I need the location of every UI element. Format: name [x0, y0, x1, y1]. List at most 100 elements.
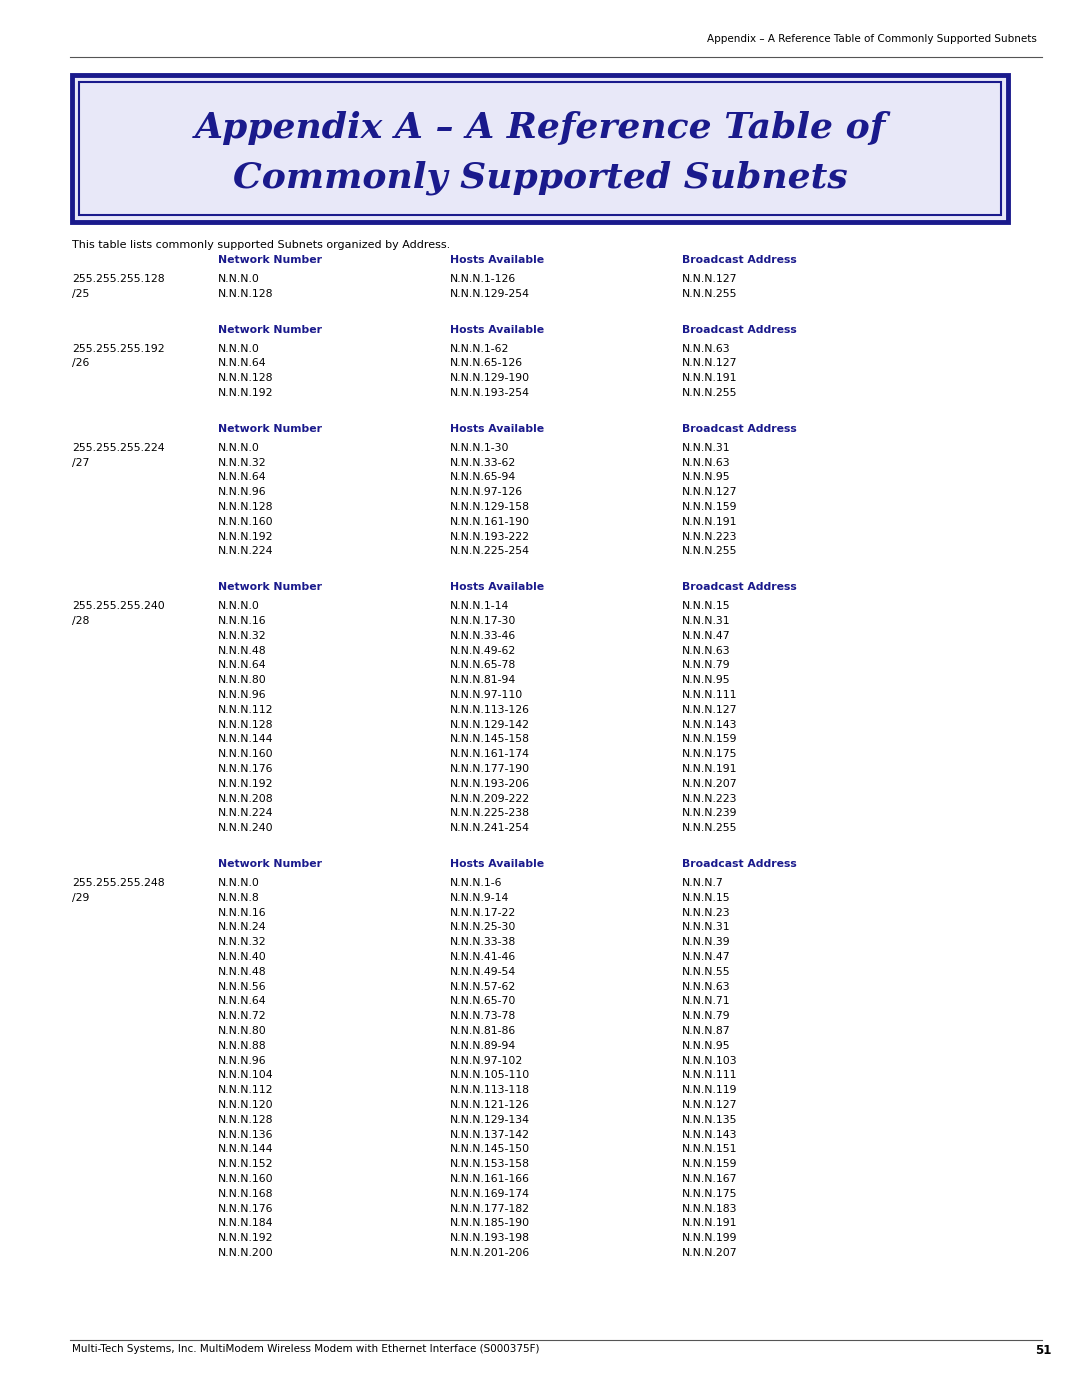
- Text: N.N.N.15: N.N.N.15: [681, 601, 731, 612]
- Text: N.N.N.160: N.N.N.160: [218, 517, 273, 527]
- Text: This table lists commonly supported Subnets organized by Address.: This table lists commonly supported Subn…: [72, 240, 450, 250]
- Text: N.N.N.55: N.N.N.55: [681, 967, 731, 977]
- Text: N.N.N.129-190: N.N.N.129-190: [450, 373, 530, 383]
- Text: N.N.N.87: N.N.N.87: [681, 1025, 731, 1037]
- Text: N.N.N.193-254: N.N.N.193-254: [450, 388, 530, 398]
- Text: N.N.N.223: N.N.N.223: [681, 532, 738, 542]
- Text: N.N.N.224: N.N.N.224: [218, 546, 273, 556]
- Text: N.N.N.120: N.N.N.120: [218, 1099, 273, 1111]
- Text: N.N.N.191: N.N.N.191: [681, 373, 738, 383]
- Text: N.N.N.39: N.N.N.39: [681, 937, 731, 947]
- Text: N.N.N.153-158: N.N.N.153-158: [450, 1160, 530, 1169]
- Text: N.N.N.111: N.N.N.111: [681, 690, 738, 700]
- Text: 51: 51: [1035, 1344, 1051, 1356]
- Text: N.N.N.137-142: N.N.N.137-142: [450, 1130, 530, 1140]
- Text: N.N.N.169-174: N.N.N.169-174: [450, 1189, 530, 1199]
- Text: N.N.N.160: N.N.N.160: [218, 749, 273, 759]
- Text: N.N.N.57-62: N.N.N.57-62: [450, 982, 516, 992]
- Text: N.N.N.81-94: N.N.N.81-94: [450, 675, 516, 685]
- Text: N.N.N.183: N.N.N.183: [681, 1204, 738, 1214]
- Text: N.N.N.127: N.N.N.127: [681, 359, 738, 369]
- Text: N.N.N.207: N.N.N.207: [681, 1248, 738, 1259]
- Text: Network Number: Network Number: [218, 324, 322, 335]
- Text: N.N.N.33-46: N.N.N.33-46: [450, 631, 516, 641]
- Text: Network Number: Network Number: [218, 583, 322, 592]
- Text: N.N.N.16: N.N.N.16: [218, 908, 267, 918]
- Text: N.N.N.1-126: N.N.N.1-126: [450, 274, 516, 284]
- Text: Network Number: Network Number: [218, 859, 322, 869]
- Text: N.N.N.121-126: N.N.N.121-126: [450, 1099, 530, 1111]
- Text: N.N.N.64: N.N.N.64: [218, 996, 267, 1006]
- Text: N.N.N.17-30: N.N.N.17-30: [450, 616, 516, 626]
- Text: N.N.N.32: N.N.N.32: [218, 937, 267, 947]
- Text: 255.255.255.240: 255.255.255.240: [72, 601, 165, 612]
- Text: 255.255.255.128: 255.255.255.128: [72, 274, 164, 284]
- Text: N.N.N.135: N.N.N.135: [681, 1115, 738, 1125]
- Text: N.N.N.33-62: N.N.N.33-62: [450, 458, 516, 468]
- Text: N.N.N.176: N.N.N.176: [218, 764, 273, 774]
- Text: N.N.N.65-94: N.N.N.65-94: [450, 472, 516, 482]
- Text: N.N.N.16: N.N.N.16: [218, 616, 267, 626]
- Text: N.N.N.241-254: N.N.N.241-254: [450, 823, 530, 833]
- Text: 255.255.255.224: 255.255.255.224: [72, 443, 164, 453]
- Text: N.N.N.177-182: N.N.N.177-182: [450, 1204, 530, 1214]
- Text: N.N.N.47: N.N.N.47: [681, 631, 731, 641]
- Text: N.N.N.168: N.N.N.168: [218, 1189, 273, 1199]
- Text: N.N.N.175: N.N.N.175: [681, 749, 738, 759]
- Text: Commonly Supported Subnets: Commonly Supported Subnets: [232, 161, 848, 196]
- Text: N.N.N.128: N.N.N.128: [218, 1115, 273, 1125]
- Text: N.N.N.95: N.N.N.95: [681, 675, 731, 685]
- Text: Network Number: Network Number: [218, 256, 322, 265]
- Text: N.N.N.17-22: N.N.N.17-22: [450, 908, 516, 918]
- Text: N.N.N.129-142: N.N.N.129-142: [450, 719, 530, 729]
- Text: N.N.N.63: N.N.N.63: [681, 458, 731, 468]
- Text: N.N.N.24: N.N.N.24: [218, 922, 267, 932]
- Text: N.N.N.159: N.N.N.159: [681, 502, 738, 511]
- Text: N.N.N.200: N.N.N.200: [218, 1248, 273, 1259]
- Text: N.N.N.128: N.N.N.128: [218, 373, 273, 383]
- Text: N.N.N.33-38: N.N.N.33-38: [450, 937, 516, 947]
- Text: N.N.N.0: N.N.N.0: [218, 443, 260, 453]
- Text: /25: /25: [72, 289, 90, 299]
- Text: N.N.N.0: N.N.N.0: [218, 274, 260, 284]
- Text: N.N.N.103: N.N.N.103: [681, 1056, 738, 1066]
- Text: N.N.N.112: N.N.N.112: [218, 705, 273, 715]
- Text: Broadcast Address: Broadcast Address: [681, 583, 797, 592]
- Text: N.N.N.79: N.N.N.79: [681, 661, 731, 671]
- Text: N.N.N.80: N.N.N.80: [218, 675, 267, 685]
- Text: N.N.N.49-62: N.N.N.49-62: [450, 645, 516, 655]
- Text: N.N.N.31: N.N.N.31: [681, 922, 731, 932]
- Text: N.N.N.239: N.N.N.239: [681, 809, 738, 819]
- Text: N.N.N.104: N.N.N.104: [218, 1070, 273, 1080]
- Text: N.N.N.73-78: N.N.N.73-78: [450, 1011, 516, 1021]
- Text: N.N.N.96: N.N.N.96: [218, 488, 267, 497]
- Text: N.N.N.112: N.N.N.112: [218, 1085, 273, 1095]
- Text: N.N.N.88: N.N.N.88: [218, 1041, 267, 1051]
- Text: N.N.N.7: N.N.N.7: [681, 877, 724, 888]
- Text: N.N.N.255: N.N.N.255: [681, 546, 738, 556]
- Text: N.N.N.96: N.N.N.96: [218, 690, 267, 700]
- Text: Appendix A – A Reference Table of: Appendix A – A Reference Table of: [194, 110, 886, 145]
- Text: Network Number: Network Number: [218, 423, 322, 434]
- Text: N.N.N.177-190: N.N.N.177-190: [450, 764, 530, 774]
- Text: N.N.N.0: N.N.N.0: [218, 344, 260, 353]
- Text: N.N.N.161-166: N.N.N.161-166: [450, 1173, 530, 1185]
- Text: N.N.N.15: N.N.N.15: [681, 893, 731, 902]
- Text: N.N.N.128: N.N.N.128: [218, 289, 273, 299]
- Text: Broadcast Address: Broadcast Address: [681, 859, 797, 869]
- Text: N.N.N.81-86: N.N.N.81-86: [450, 1025, 516, 1037]
- Text: N.N.N.65-78: N.N.N.65-78: [450, 661, 516, 671]
- Text: N.N.N.192: N.N.N.192: [218, 1234, 273, 1243]
- Text: N.N.N.255: N.N.N.255: [681, 289, 738, 299]
- Text: N.N.N.144: N.N.N.144: [218, 735, 273, 745]
- Text: N.N.N.225-254: N.N.N.225-254: [450, 546, 530, 556]
- Text: N.N.N.191: N.N.N.191: [681, 517, 738, 527]
- Text: Appendix – A Reference Table of Commonly Supported Subnets: Appendix – A Reference Table of Commonly…: [707, 34, 1037, 43]
- Text: N.N.N.1-30: N.N.N.1-30: [450, 443, 510, 453]
- Text: N.N.N.65-126: N.N.N.65-126: [450, 359, 523, 369]
- Text: N.N.N.65-70: N.N.N.65-70: [450, 996, 516, 1006]
- Text: N.N.N.32: N.N.N.32: [218, 631, 267, 641]
- Text: Hosts Available: Hosts Available: [450, 859, 544, 869]
- Text: N.N.N.128: N.N.N.128: [218, 719, 273, 729]
- Text: Broadcast Address: Broadcast Address: [681, 256, 797, 265]
